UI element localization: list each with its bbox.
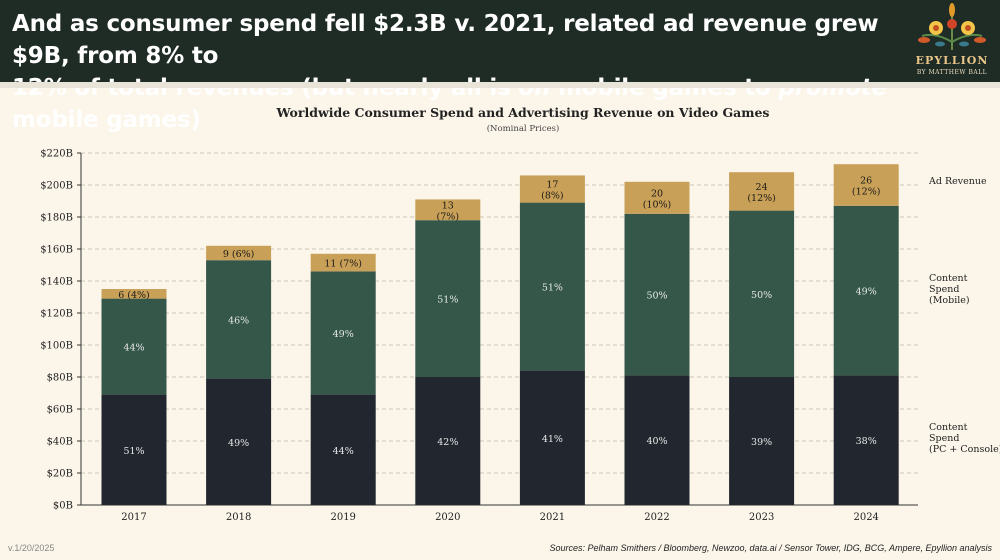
headline-text: 12% of total revenues (but nearly all is [12, 75, 519, 101]
headline-text: mobile games to [550, 75, 779, 101]
bar-segment-mobile [729, 210, 795, 377]
y-tick-label: $60B [47, 405, 73, 416]
legend-label-pc: (PC + Console) [929, 444, 1000, 455]
data-label: 26 [860, 176, 872, 187]
x-tick-label: 2023 [749, 512, 774, 523]
headline-text: mobile games) [12, 107, 201, 133]
headline-line-2: 12% of total revenues (but nearly all is… [12, 72, 892, 136]
headline-line-1: And as consumer spend fell $2.3B v. 2021… [12, 11, 879, 69]
headline-emphasis: promote [778, 75, 888, 101]
x-tick-label: 2020 [435, 512, 460, 523]
data-label: (12%) [852, 187, 881, 198]
bar-segment-pc [101, 394, 167, 505]
data-label: 24 [756, 182, 768, 193]
bar-segment-mobile [833, 205, 899, 376]
data-label: 42% [437, 437, 458, 448]
bar-segment-pc [519, 370, 585, 505]
y-tick-label: $220B [40, 149, 73, 160]
data-label: 51% [437, 295, 458, 306]
legend-label-ad: Ad Revenue [928, 176, 987, 187]
data-label: 44% [333, 446, 354, 457]
bar-segment-mobile [624, 213, 690, 376]
bar-segment-pc [624, 375, 690, 505]
bar-segment-pc [310, 394, 376, 505]
bar-segment-ad [101, 289, 167, 299]
header-banner: And as consumer spend fell $2.3B v. 2021… [0, 0, 1000, 133]
legend-label-pc: Spend [929, 433, 959, 444]
y-tick-label: $100B [40, 341, 73, 352]
bar-segment-pc [833, 375, 899, 505]
x-tick-label: 2021 [540, 512, 565, 523]
bar-segment-mobile [206, 260, 272, 379]
x-tick-label: 2022 [644, 512, 669, 523]
y-tick-label: $200B [40, 181, 73, 192]
data-label: 51% [542, 283, 563, 294]
bar-segment-pc [206, 378, 272, 505]
legend-label-mobile: (Mobile) [929, 295, 970, 306]
data-label: 49% [856, 287, 877, 298]
x-tick-label: 2018 [226, 512, 251, 523]
logo-byline: By Matthew Ball [916, 69, 988, 76]
bar-segment-ad [310, 253, 376, 272]
x-tick-label: 2017 [121, 512, 146, 523]
data-label: 9 (6%) [223, 249, 255, 260]
bar-segment-mobile [310, 271, 376, 395]
legend-label-mobile: Spend [929, 284, 959, 295]
data-label: (12%) [747, 193, 776, 204]
y-tick-label: $180B [40, 213, 73, 224]
data-label: (10%) [643, 199, 672, 210]
data-label: 46% [228, 315, 249, 326]
chart-subtitle: (Nominal Prices) [487, 123, 560, 134]
logo-name: EPYLLION [915, 54, 989, 67]
bar-segment-ad [833, 164, 899, 206]
floral-emblem-icon [918, 3, 986, 50]
epyllion-logo: EPYLLION By Matthew Ball [910, 2, 994, 80]
bar-segment-ad [624, 181, 690, 214]
headline-emphasis: on [518, 75, 551, 101]
legend-label-pc: Content [929, 422, 968, 433]
data-label: 41% [542, 434, 563, 445]
version-label: v.1/20/2025 [8, 543, 55, 553]
data-label: (7%) [437, 211, 459, 222]
data-label: 49% [333, 329, 354, 340]
y-tick-label: $0B [53, 501, 73, 512]
data-label: 6 (4%) [118, 290, 150, 301]
data-label: 39% [751, 437, 772, 448]
x-tick-label: 2019 [330, 512, 355, 523]
data-label: 40% [646, 436, 667, 447]
y-tick-label: $20B [47, 469, 73, 480]
bar-segment-ad [729, 172, 795, 211]
stacked-bar-chart: Worldwide Consumer Spend and Advertising… [40, 105, 1000, 523]
data-label: 44% [123, 343, 144, 354]
y-tick-label: $40B [47, 437, 73, 448]
bar-segment-ad [519, 175, 585, 203]
y-tick-label: $160B [40, 245, 73, 256]
bar-segment-mobile [101, 298, 167, 395]
bar-segment-ad [206, 245, 272, 261]
x-tick-label: 2024 [853, 512, 878, 523]
bar-segment-mobile [519, 202, 585, 371]
legend-label-mobile: Content [929, 273, 968, 284]
data-label: 13 [442, 200, 454, 211]
sources-note: Sources: Pelham Smithers / Bloomberg, Ne… [549, 543, 992, 553]
bar-segment-pc [415, 377, 481, 505]
data-label: 11 (7%) [324, 259, 362, 270]
data-label: 17 [546, 180, 558, 191]
data-label: 51% [123, 446, 144, 457]
divider-band [0, 82, 1000, 88]
y-tick-label: $80B [47, 373, 73, 384]
data-label: 50% [751, 290, 772, 301]
chart-title: Worldwide Consumer Spend and Advertising… [276, 105, 770, 120]
bar-segment-ad [415, 199, 481, 221]
data-label: 50% [646, 291, 667, 302]
data-label: 20 [651, 188, 663, 199]
data-label: (8%) [541, 191, 563, 202]
bar-segment-mobile [415, 220, 481, 377]
headline: And as consumer spend fell $2.3B v. 2021… [12, 8, 892, 136]
bar-segment-pc [729, 377, 795, 505]
y-tick-label: $140B [40, 277, 73, 288]
y-tick-label: $120B [40, 309, 73, 320]
data-label: 38% [856, 436, 877, 447]
data-label: 49% [228, 438, 249, 449]
